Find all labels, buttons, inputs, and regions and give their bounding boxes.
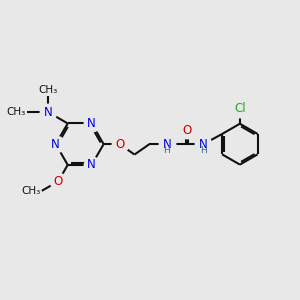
Text: N: N bbox=[51, 138, 60, 151]
Text: CH₃: CH₃ bbox=[6, 107, 26, 117]
Text: O: O bbox=[182, 124, 191, 136]
Text: N: N bbox=[87, 117, 96, 130]
Text: O: O bbox=[54, 175, 63, 188]
Text: H: H bbox=[200, 146, 207, 155]
Text: O: O bbox=[115, 138, 124, 151]
Text: H: H bbox=[164, 146, 170, 155]
Text: CH₃: CH₃ bbox=[38, 85, 58, 94]
Text: N: N bbox=[199, 138, 208, 151]
Text: N: N bbox=[163, 138, 171, 151]
Text: CH₃: CH₃ bbox=[21, 186, 40, 196]
Text: N: N bbox=[44, 106, 52, 118]
Text: Cl: Cl bbox=[234, 102, 246, 115]
Text: N: N bbox=[87, 158, 96, 171]
